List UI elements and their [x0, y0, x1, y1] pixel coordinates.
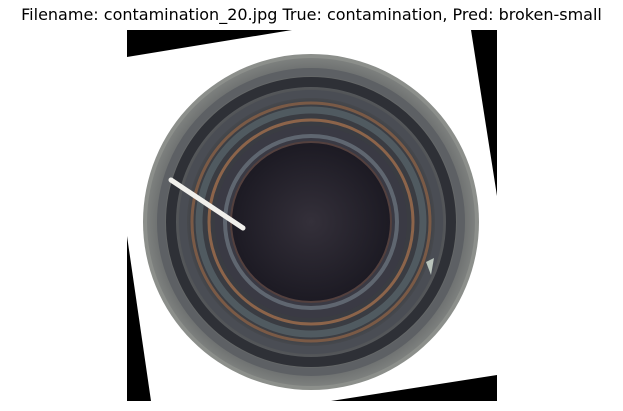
- contamination-streak: [168, 177, 246, 231]
- figure-title: Filename: contamination_20.jpg True: con…: [21, 5, 602, 24]
- black-corner-bottom-left: [127, 236, 151, 401]
- black-corner-bottom-right: [331, 375, 497, 401]
- black-corner-top-left: [127, 30, 292, 57]
- bottle-rings: [143, 54, 479, 390]
- black-corner-top-right: [471, 30, 497, 196]
- rim-highlight: [426, 258, 434, 275]
